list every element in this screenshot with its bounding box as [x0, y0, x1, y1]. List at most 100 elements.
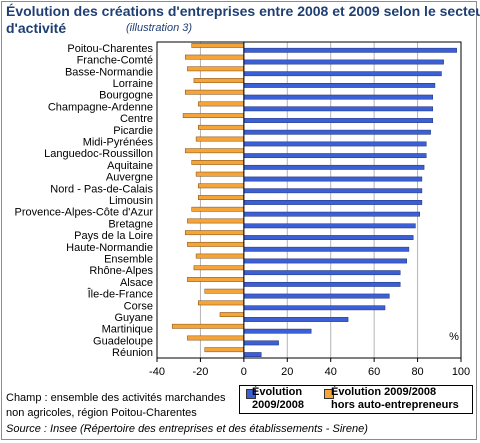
- bar-blue: [243, 223, 416, 229]
- bar-blue: [243, 106, 434, 112]
- legend-swatch-orange: [324, 389, 334, 399]
- category-label: Franche-Comté: [77, 55, 153, 67]
- bar-blue: [243, 281, 401, 287]
- x-tick-label: 80: [411, 366, 423, 378]
- category-label: Poitou-Charentes: [67, 43, 153, 55]
- bar-orange: [198, 300, 245, 306]
- bar-orange: [195, 171, 245, 177]
- bar-blue: [243, 235, 414, 240]
- x-tick-label: 60: [368, 366, 380, 378]
- bar-blue: [243, 200, 423, 205]
- bar-blue: [243, 153, 427, 159]
- category-label: Centre: [120, 113, 153, 125]
- bar-blue: [243, 47, 457, 53]
- bar-blue: [243, 118, 434, 123]
- x-tick-label: 20: [281, 366, 293, 378]
- bar-blue: [243, 94, 434, 100]
- scope-note-line1: Champ : ensemble des activités marchande…: [6, 392, 226, 404]
- bar-orange: [187, 241, 245, 247]
- bar-orange: [184, 148, 245, 154]
- category-label: Bourgogne: [99, 90, 153, 102]
- bar-orange: [184, 89, 245, 95]
- category-label: Corse: [124, 300, 153, 312]
- category-label: Lorraine: [113, 78, 153, 90]
- category-label: Basse-Normandie: [65, 66, 153, 78]
- legend-swatch-blue: [246, 389, 256, 399]
- category-label: Languedoc-Roussillon: [44, 148, 153, 160]
- bar-blue: [243, 270, 401, 276]
- chart-legend: Évolution 2009/2008 Évolution 2009/2008 …: [239, 385, 473, 414]
- bar-blue: [243, 340, 279, 346]
- bar-orange: [198, 124, 245, 130]
- bar-blue: [243, 258, 407, 264]
- plot-border: [156, 41, 462, 359]
- chart-title: Évolution des créations d'entreprises en…: [6, 3, 480, 19]
- category-label: Réunion: [112, 347, 153, 359]
- bar-blue: [243, 176, 423, 182]
- x-tick-label: 100: [452, 366, 470, 378]
- bar-orange: [198, 101, 245, 107]
- legend-label-2-line1: Évolution 2009/2008: [331, 386, 437, 398]
- unit-label: %: [449, 331, 459, 343]
- bar-orange: [204, 347, 245, 353]
- bar-orange: [204, 288, 245, 294]
- bar-blue: [243, 141, 427, 147]
- bar-orange: [184, 230, 245, 236]
- bar-blue: [243, 293, 390, 299]
- chart-subtitle: (illustration 3): [126, 22, 193, 34]
- bar-orange: [187, 66, 245, 72]
- category-label: Limousin: [109, 195, 153, 207]
- bar-blue: [243, 211, 420, 217]
- category-label: Guadeloupe: [93, 335, 153, 347]
- source-note: Source : Insee (Répertoire des entrepris…: [6, 423, 368, 435]
- legend-label-2-line2: hors auto-entrepreneurs: [331, 399, 459, 411]
- bar-orange: [191, 160, 245, 165]
- bar-blue: [243, 129, 431, 135]
- category-label: Guyane: [114, 312, 153, 324]
- bar-orange: [184, 54, 245, 60]
- bar-blue: [243, 83, 436, 88]
- bar-orange: [195, 136, 245, 142]
- x-tick-label: 0: [241, 366, 247, 378]
- category-label: Ensemble: [104, 254, 153, 266]
- bar-blue: [243, 246, 410, 252]
- category-label: Pays de la Loire: [74, 230, 153, 242]
- category-label: Provence-Alpes-Côte d'Azur: [15, 207, 154, 219]
- category-label: Auvergne: [106, 172, 153, 184]
- bar-blue: [243, 328, 312, 334]
- bar-orange: [195, 253, 245, 259]
- plot-area: [157, 42, 461, 358]
- bar-orange: [187, 277, 245, 282]
- bar-blue: [243, 59, 444, 65]
- scope-note-line2: non agricoles, région Poitou-Charentes: [6, 407, 197, 419]
- bar-orange: [187, 218, 245, 224]
- bar-orange: [191, 206, 245, 212]
- bar-orange: [193, 78, 245, 83]
- bar-blue: [243, 188, 423, 194]
- x-tick-label: -40: [149, 366, 165, 378]
- bar-blue: [243, 71, 442, 77]
- bar-orange: [171, 323, 245, 329]
- bar-orange: [182, 113, 245, 119]
- bar-orange: [198, 183, 245, 189]
- bar-blue: [243, 164, 425, 170]
- category-label: Rhône-Alpes: [89, 265, 153, 277]
- bar-orange: [198, 195, 245, 200]
- category-label: Aquitaine: [107, 160, 153, 172]
- bar-blue: [243, 305, 386, 311]
- bar-orange: [193, 265, 245, 271]
- chart-title-line2: d'activité: [6, 20, 67, 36]
- category-label: Haute-Normandie: [66, 242, 153, 254]
- category-label: Champagne-Ardenne: [48, 101, 153, 113]
- bar-orange: [191, 43, 245, 48]
- category-label: Nord - Pas-de-Calais: [50, 183, 153, 195]
- bar-blue: [243, 352, 262, 357]
- bar-orange: [187, 335, 245, 341]
- bar-blue: [243, 317, 349, 322]
- legend-label-1-line2: 2009/2008: [252, 399, 304, 411]
- x-tick-label: 40: [325, 366, 337, 378]
- category-label: Martinique: [102, 324, 153, 336]
- category-label: Midi-Pyrénées: [83, 136, 154, 148]
- bar-orange: [219, 312, 245, 317]
